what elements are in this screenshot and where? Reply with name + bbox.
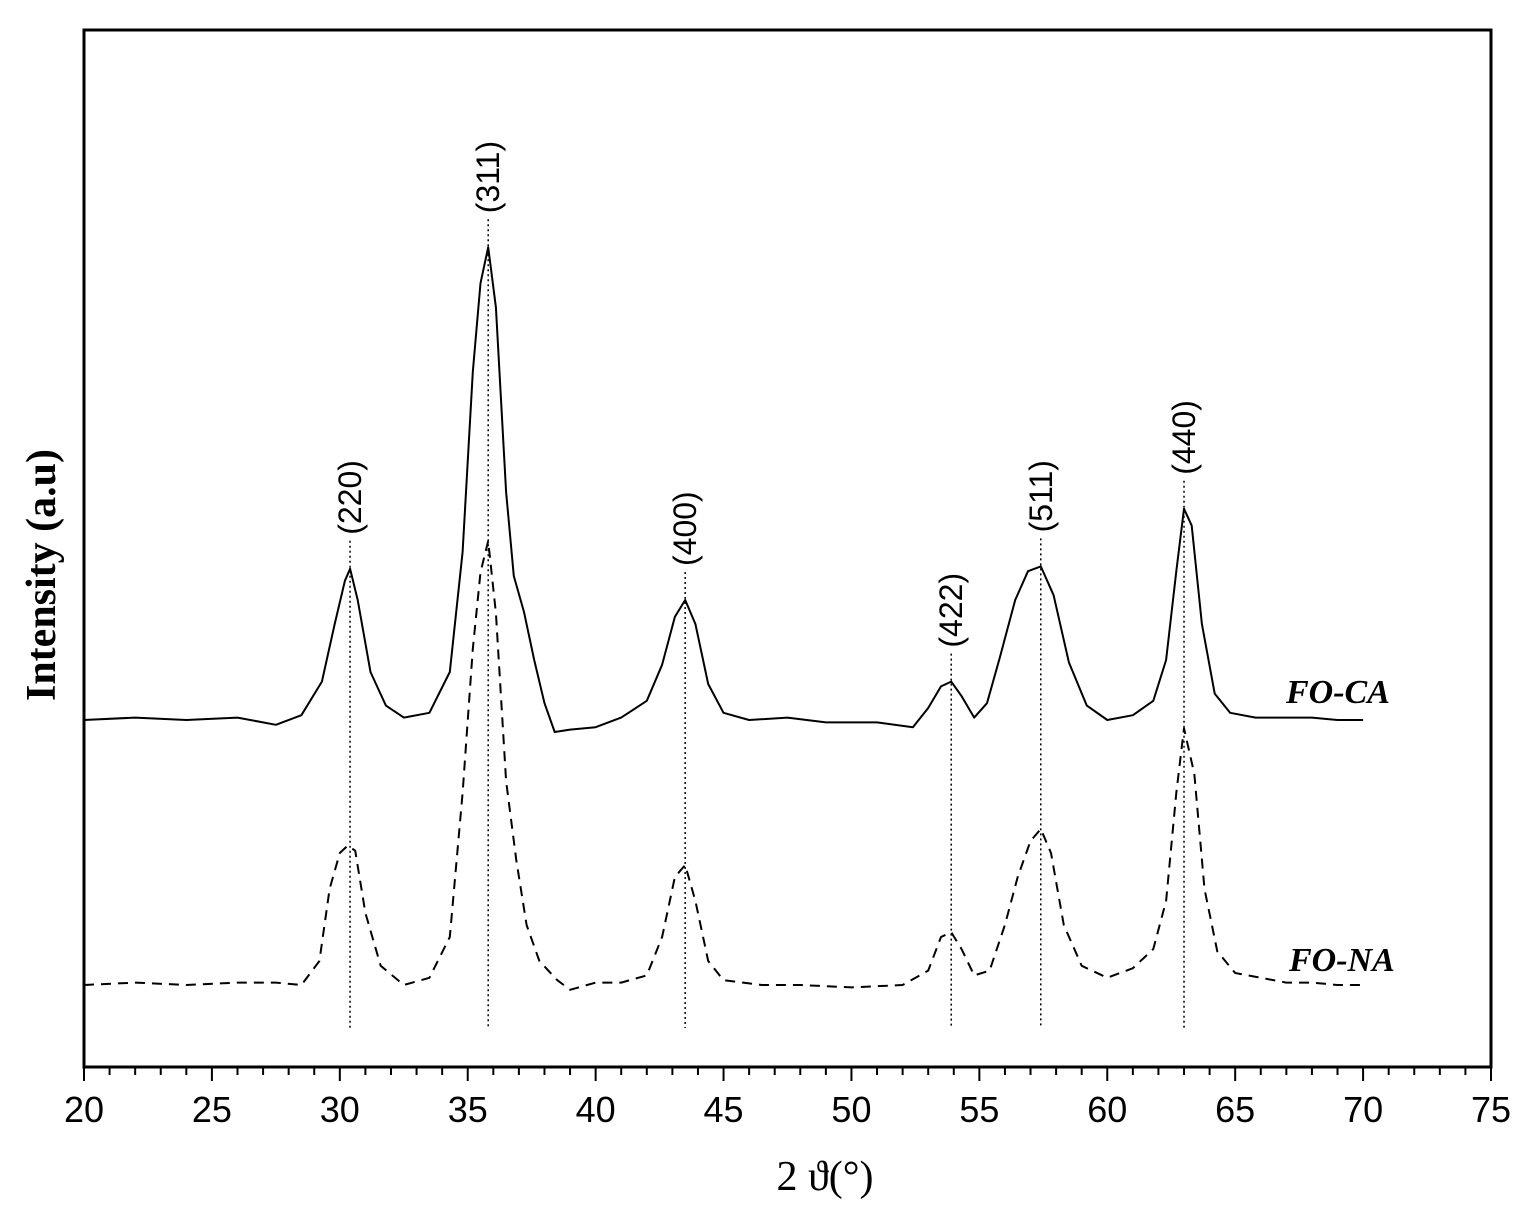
series-line-fo-ca [83, 246, 1364, 733]
x-tick-label: 45 [704, 1089, 744, 1130]
x-tick-label: 25 [192, 1089, 232, 1130]
plot-frame [82, 28, 1493, 1069]
x-tick-label: 35 [448, 1089, 488, 1130]
x-tick-label: 30 [320, 1089, 360, 1130]
x-tick-label: 55 [959, 1089, 999, 1130]
series-label: FO-CA [1285, 674, 1390, 711]
peak-label: (422) [933, 573, 969, 648]
x-tick-label: 50 [831, 1089, 871, 1130]
x-tick-label: 20 [64, 1089, 104, 1130]
x-tick-label: 40 [576, 1089, 616, 1130]
peak-label: (440) [1166, 400, 1202, 475]
y-axis-title: Intensity (a.u) [19, 449, 65, 701]
peak-label: (400) [667, 491, 703, 566]
series-labels: FO-CA FO-NA [1285, 674, 1395, 979]
peak-label: (511) [1023, 460, 1059, 532]
series-group [83, 246, 1364, 991]
peak-labels: (220) (311) (400) (422) (511) (440) [332, 141, 1202, 648]
series-label: FO-NA [1288, 942, 1395, 979]
x-axis-title: 2 ϑ(°) [776, 1154, 873, 1200]
x-tick-label: 65 [1215, 1089, 1255, 1130]
series-line-fo-na [83, 540, 1364, 991]
peak-reference-lines [349, 219, 1185, 1028]
x-tick-label: 70 [1343, 1089, 1383, 1130]
x-tick-label: 60 [1087, 1089, 1127, 1130]
peak-label: (311) [470, 141, 506, 213]
x-tick-label: 75 [1471, 1089, 1511, 1130]
peak-label: (220) [332, 460, 368, 535]
x-axis-ticks: 20 25 30 35 40 45 50 55 60 65 70 75 [64, 1067, 1511, 1130]
